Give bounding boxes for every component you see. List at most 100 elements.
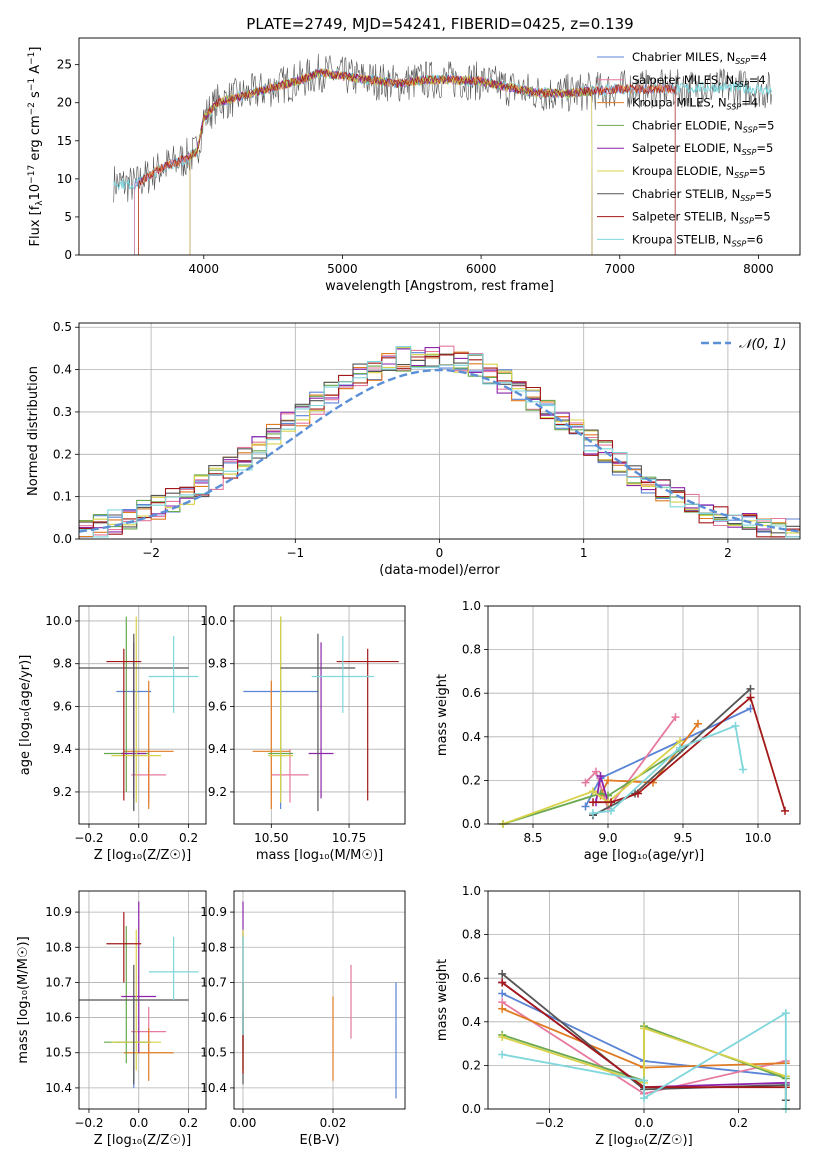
data-marker [640,1076,648,1085]
y-tick-label: 9.8 [53,657,72,671]
axes-frame [233,890,406,1110]
y-tick-label: 10.7 [45,975,72,989]
y-tick-label: 0.3 [53,405,72,419]
legend-label: 𝒩(0, 1) [739,337,786,352]
data-marker [634,789,642,798]
x-tick-label: −1 [286,546,304,560]
y-tick-label: 0.2 [53,447,72,461]
histogram-salpeter_stelib [79,352,800,538]
y-tick-label: 9.4 [53,742,72,756]
data-marker [589,787,597,796]
y-tick-label: 0 [64,248,72,262]
weight_vs_age-panel: 8.5 9.0 9.5 10.0 0.0 0.2 0.4 0.6 0.8 1.0 age [log₁… [435,599,801,863]
data-marker [781,1009,790,1018]
x-tick-label: 0.2 [179,831,198,845]
y-tick-label: 10.7 [200,975,227,989]
x-axis-label: age [log₁₀(age/yr)] [584,848,705,863]
x-tick-label: 7000 [604,262,635,276]
x-tick-label: 0 [436,546,444,560]
legend-label: Kroupa STELIB, NSSP=6 [632,232,763,248]
axes-frame [233,605,406,825]
y-tick-label: 10.5 [45,1046,72,1060]
legend-label: Chabrier STELIB, NSSP=5 [632,187,772,203]
y-tick-label: 9.6 [53,699,72,713]
data-marker [781,806,789,815]
y-tick-label: 10.9 [200,905,227,919]
data-marker [607,798,615,807]
legend-label: Kroupa ELODIE, NSSP=5 [632,164,766,180]
x-axis-label: (data-model)/error [379,563,500,578]
data-marker [731,721,740,730]
series-line-salpeter_stelib [138,68,676,255]
y-axis-label: mass weight [435,674,450,756]
y-tick-label: 0.8 [462,928,481,942]
axes-frame [78,605,207,825]
y-tick-label: 9.6 [208,699,227,713]
x-tick-label: −0.2 [74,1116,103,1130]
data-marker [604,776,612,785]
y-tick-label: 9.2 [53,785,72,799]
x-tick-label: 0.0 [129,1116,148,1130]
legend-label: Chabrier ELODIE, NSSP=5 [632,118,774,134]
legend-label: Kroupa MILES, NSSP=4 [632,96,758,112]
y-tick-label: 10.4 [45,1081,72,1095]
y-tick-label: 0.4 [462,1015,481,1029]
axes-frame [487,605,801,825]
y-tick-label: 10.0 [200,614,227,628]
y-tick-label: 0.2 [462,773,481,787]
series-line-salpeter_stelib [593,696,786,812]
spectrum-panel: 4000 5000 6000 7000 8000 0 5 10 15 20 25 wavelength… [27,37,801,294]
y-tick-label: 0.4 [53,363,72,377]
data-marker [671,713,680,722]
x-tick-label: 0.0 [129,831,148,845]
y-tick-label: 10.9 [45,905,72,919]
y-tick-label: 0.4 [462,730,481,744]
y-tick-label: 10 [57,172,72,186]
y-tick-label: 20 [57,96,72,110]
data-marker [640,1094,648,1103]
x-tick-label: 0.0 [634,1116,653,1130]
x-tick-label: 0.00 [230,1116,257,1130]
age_vs_Z-panel: −0.2 0.0 0.2 9.2 9.4 9.6 9.8 10.0 Z [log₁₀(Z/Z☉)… [18,605,207,863]
data-marker [676,743,684,752]
data-marker [498,1050,507,1059]
data-marker [607,806,615,815]
legend-label: Chabrier MILES, NSSP=4 [632,50,767,66]
legend-label: Salpeter ELODIE, NSSP=5 [632,141,773,157]
x-tick-label: −0.2 [535,1116,564,1130]
data-marker [498,978,507,987]
y-tick-label: 10.8 [200,940,227,954]
weight_vs_Z-panel: −0.2 0.0 0.2 0.0 0.2 0.4 0.6 0.8 1.0 Z [log₁₀(Z/Z… [435,884,801,1148]
legend-label: Salpeter STELIB, NSSP=5 [632,210,771,226]
y-tick-label: 0.6 [462,971,481,985]
axes-frame [78,37,801,256]
x-axis-label: Z [log₁₀(Z/Z☉)] [94,1133,191,1148]
y-axis-label: mass weight [435,959,450,1041]
y-axis-label: Normed distribution [26,366,41,496]
data-marker [746,693,755,702]
mass_vs_ebv-panel: 0.00 0.02 10.4 10.5 10.6 10.7 10.8 10.9 E(B-V) [200,890,406,1148]
y-tick-label: 5 [64,210,72,224]
y-tick-label: 10.6 [200,1011,227,1025]
x-tick-label: 4000 [189,262,220,276]
data-marker [498,989,507,998]
x-axis-label: E(B-V) [299,1133,339,1148]
x-tick-label: −2 [142,546,160,560]
y-axis-label: age [log₁₀(age/yr)] [18,655,33,776]
axes-frame [78,322,801,540]
y-axis-label: Flux [fλ10−17 erg cm−2 s−1 A−1] [27,47,45,247]
data-marker [596,772,605,781]
residuals-panel: −2 −1 0 1 2 0.0 0.1 0.2 0.3 0.4 0.5 (data-model)/er… [26,320,801,578]
y-tick-label: 15 [57,134,72,148]
x-tick-label: 5000 [327,262,358,276]
data-marker [746,684,755,693]
y-tick-label: 10.4 [200,1081,227,1095]
y-tick-label: 1.0 [462,599,481,613]
y-tick-label: 0.1 [53,490,72,504]
x-axis-label: mass [log₁₀(M/M☉)] [256,848,383,863]
mass_vs_Z-panel: −0.2 0.0 0.2 10.4 10.5 10.6 10.7 10.8 10.9 Z [log… [16,890,207,1148]
x-tick-label: −0.2 [74,831,103,845]
data-marker [694,719,702,728]
y-tick-label: 9.2 [208,785,227,799]
x-tick-label: 0.2 [729,1116,748,1130]
